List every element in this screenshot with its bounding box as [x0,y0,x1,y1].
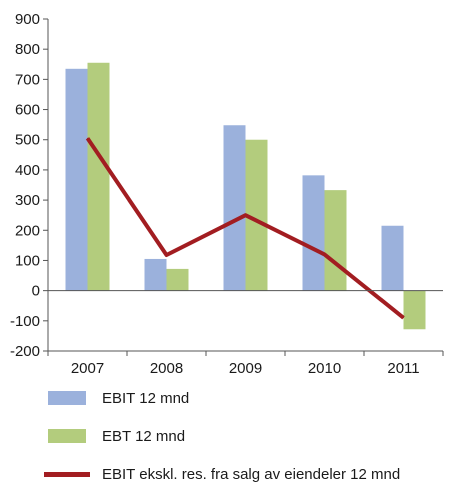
bar-ebt-2011 [403,290,426,330]
y-tick-label: -200 [10,343,40,360]
x-tick-label-2009: 2009 [229,360,262,377]
x-tick-label-2011: 2011 [387,360,419,377]
bar-ebit-2009 [223,125,246,291]
x-tick-label-2008: 2008 [150,360,183,377]
line-point-2008 [166,254,167,256]
legend-label-ebt: EBT 12 mnd [102,427,186,445]
y-tick-label: 100 [15,252,40,269]
line-point-2009 [245,214,246,216]
legend-label-ebit: EBIT 12 mnd [102,389,190,407]
chart: -200 -100 0 100 200 300 400 500 600 700 800 900 200… [10,11,444,377]
y-tick-label: 0 [32,283,40,300]
bar-ebit-2007 [65,68,88,291]
line-point-2010 [324,253,325,255]
legend-swatch-ebit-ekskl [44,471,90,477]
y-tick-label: 600 [15,102,40,119]
legend-swatch-ebt [48,429,86,443]
y-tick-label: 500 [15,132,40,149]
line-point-2007 [87,137,88,139]
x-tick-label-2010: 2010 [308,360,341,377]
bar-ebt-2007 [87,62,110,291]
bars [65,62,426,330]
y-tick-label: 200 [15,222,40,239]
y-tick-label: -100 [10,313,40,330]
bar-ebit-2008 [144,258,167,291]
bar-ebit-2011 [381,225,404,291]
y-tick-label: 700 [15,71,40,88]
y-tick-label: 900 [15,11,40,28]
bar-ebt-2008 [166,268,189,291]
axis-lines [47,19,443,352]
bar-ebit-2010 [302,175,325,291]
y-tick-label: 800 [15,41,40,58]
x-axis: 2007 2008 2009 2010 2011 [47,351,444,377]
line-series [85,137,405,320]
y-axis: -200 -100 0 100 200 300 400 500 600 700 800 900 [10,11,48,360]
legend-swatch-ebit [48,391,86,405]
x-tick-label-2007: 2007 [71,360,104,377]
line-point-2011 [403,317,404,319]
bar-ebt-2010 [324,190,347,291]
legend-label-ebit-ekskl: EBIT ekskl. res. fra salg av eiendeler 1… [102,465,401,483]
y-tick-label: 300 [15,192,40,209]
y-tick-label: 400 [15,162,40,179]
bar-ebt-2009 [245,139,268,291]
